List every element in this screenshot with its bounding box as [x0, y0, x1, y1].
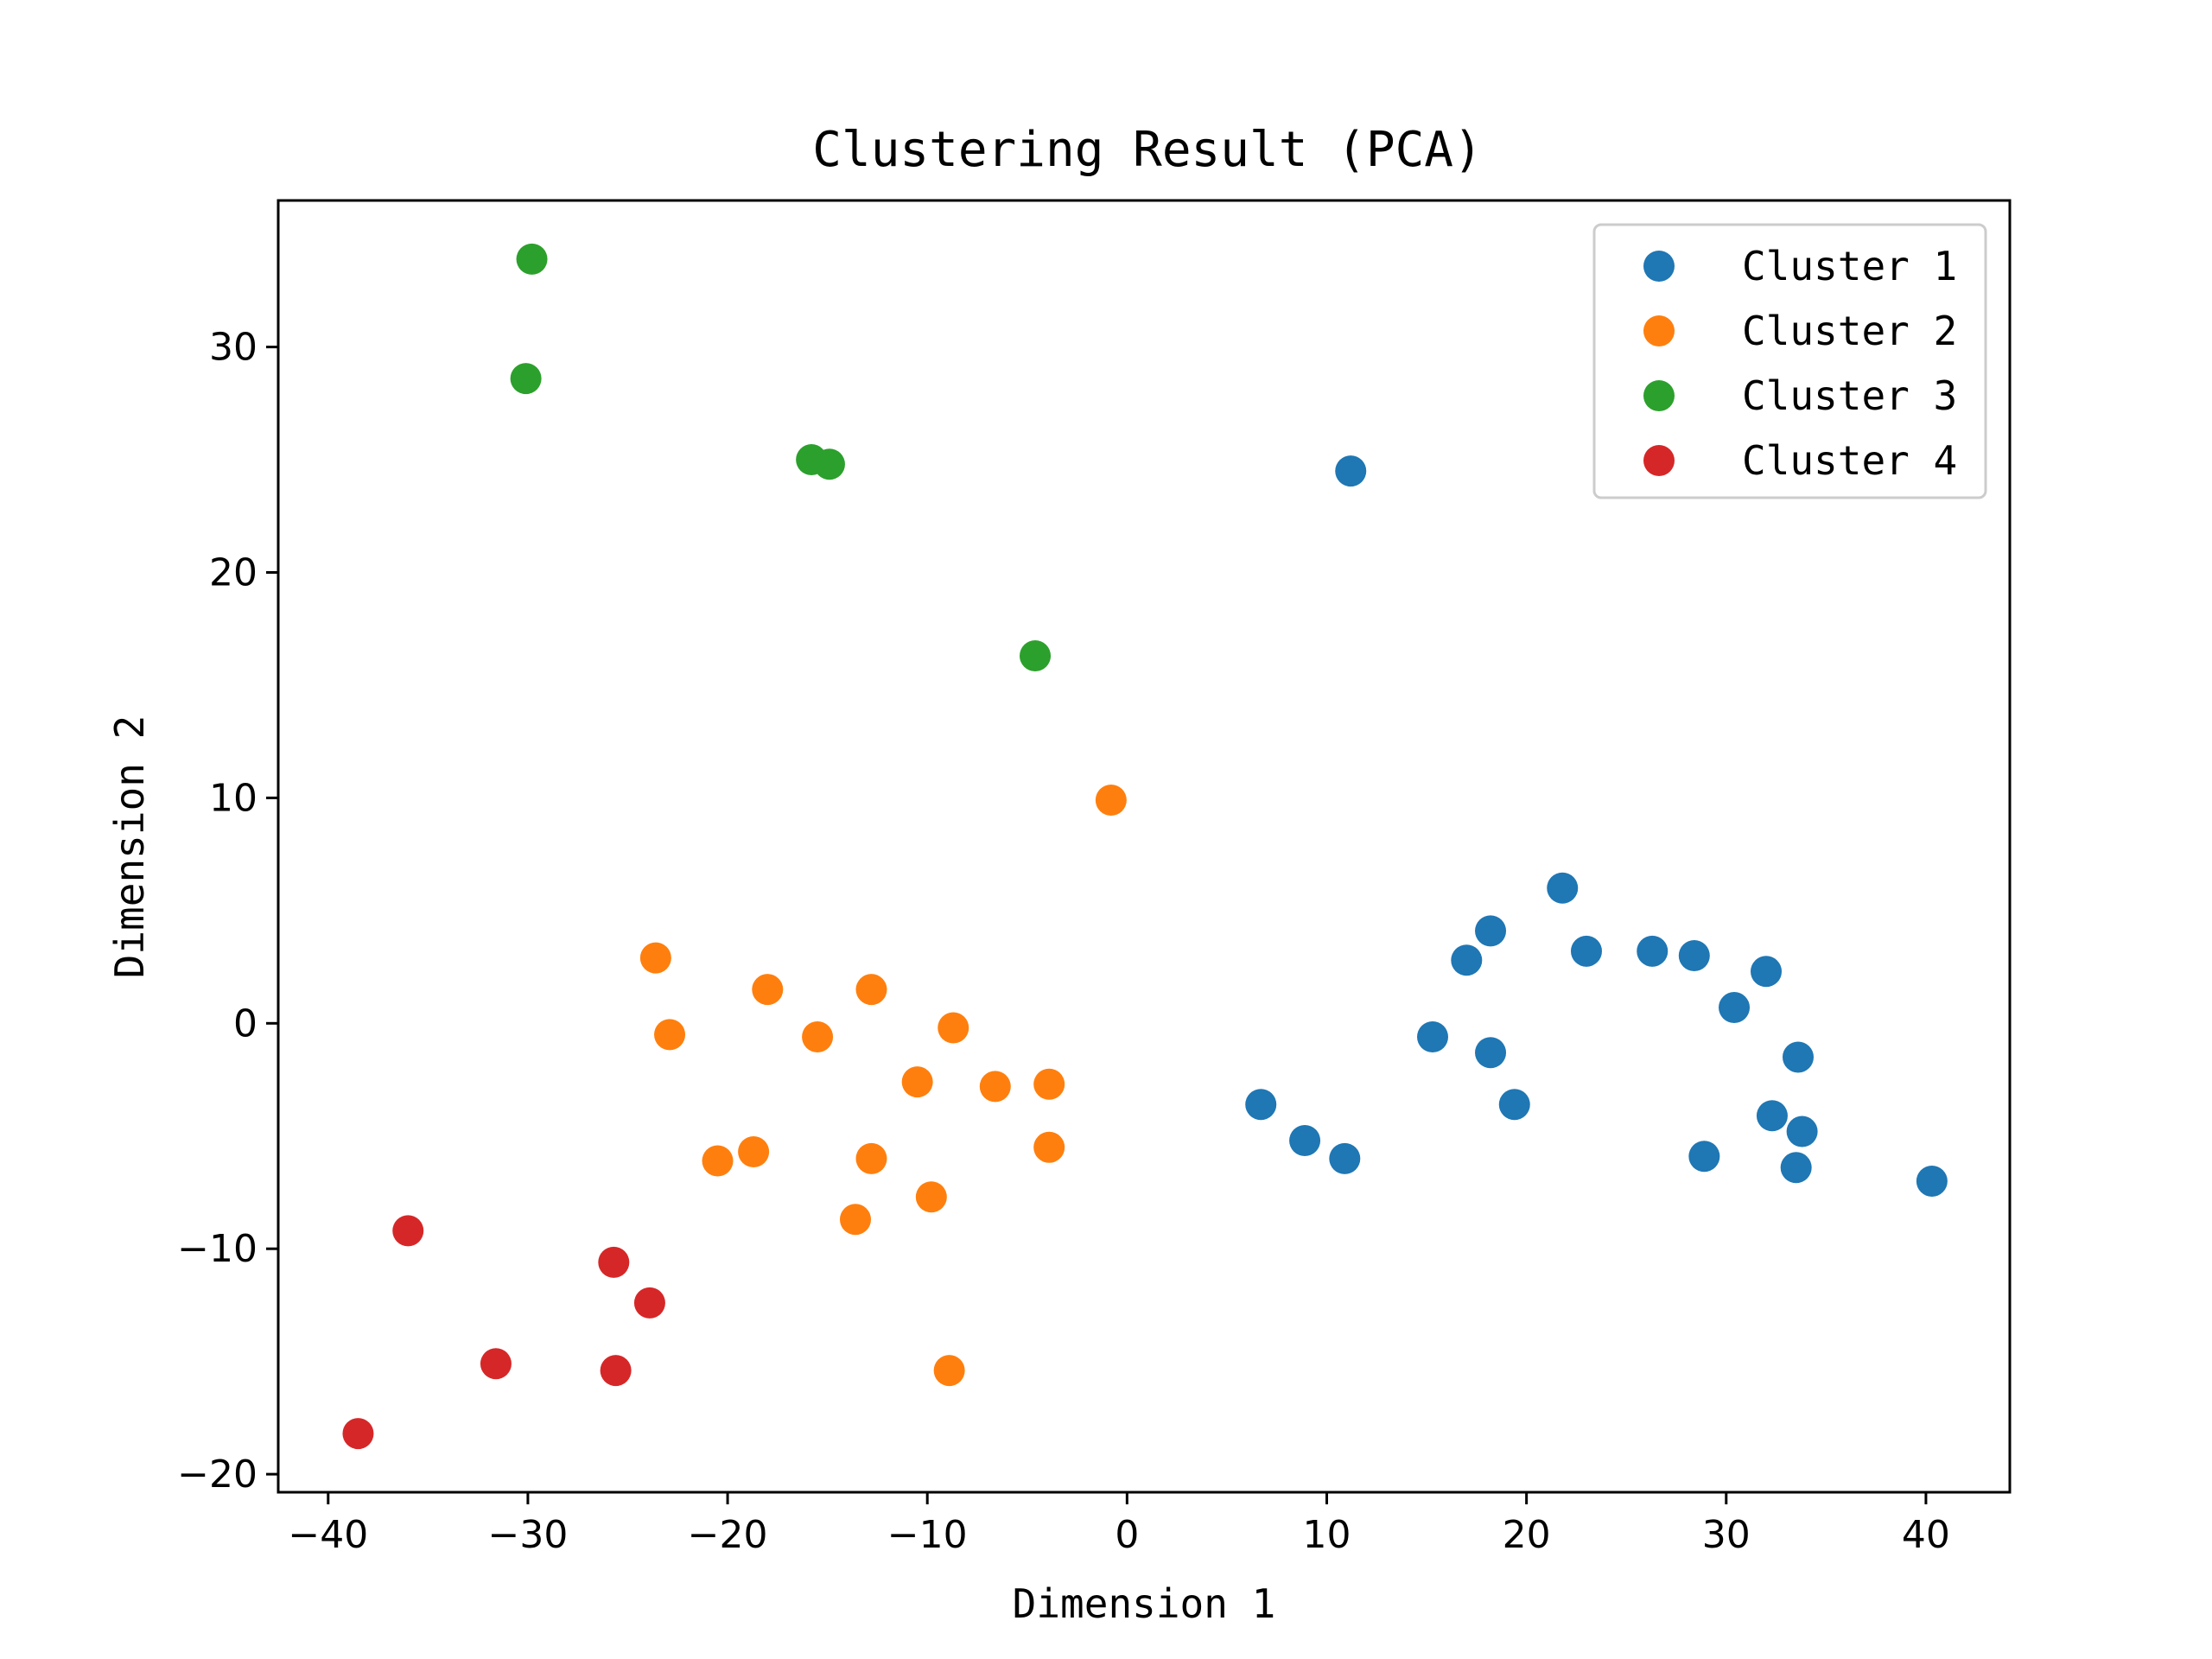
- y-tick-label: −20: [177, 1452, 257, 1497]
- x-tick-label: −20: [688, 1513, 768, 1557]
- x-tick-label: 40: [1902, 1513, 1950, 1557]
- cluster-4-point: [633, 1287, 665, 1319]
- legend-marker: [1643, 315, 1675, 346]
- cluster-1-point: [1475, 915, 1507, 947]
- cluster-4-point: [598, 1246, 630, 1278]
- cluster-1-point: [1719, 992, 1751, 1024]
- cluster-1-point: [1570, 935, 1602, 967]
- data-points: [342, 243, 1948, 1450]
- cluster-1-point: [1451, 944, 1483, 976]
- y-tick-label: 0: [233, 1001, 257, 1046]
- cluster-2-point: [1033, 1131, 1065, 1163]
- cluster-1-point: [1289, 1124, 1321, 1156]
- y-tick-label: −10: [177, 1227, 257, 1271]
- legend: Cluster 1 Cluster 2 Cluster 3 Cluster 4: [1592, 223, 1987, 499]
- legend-label: Cluster 1: [1742, 243, 1957, 289]
- chart-title: Clustering Result (PCA): [812, 122, 1482, 178]
- x-axis: −40 −30 −20 −10 0 10 20 30 40: [288, 1492, 1950, 1557]
- cluster-2-point: [938, 1012, 969, 1044]
- cluster-1-point: [1547, 872, 1579, 904]
- cluster-1-point: [1498, 1089, 1530, 1121]
- y-tick-label: 30: [209, 326, 257, 370]
- y-axis-label: Dimension 2: [106, 715, 153, 979]
- x-tick-label: 10: [1302, 1513, 1351, 1557]
- x-tick-label: −30: [487, 1513, 568, 1557]
- cluster-3-point: [1020, 640, 1052, 672]
- cluster-1-point: [1637, 935, 1669, 967]
- y-axis: −20 −10 0 10 20 30: [177, 326, 278, 1497]
- cluster-2-point: [1095, 785, 1127, 817]
- cluster-2-point: [1033, 1068, 1065, 1100]
- cluster-1-point: [1688, 1141, 1720, 1173]
- cluster-2-point: [855, 1142, 887, 1174]
- cluster-4-point: [480, 1348, 512, 1380]
- cluster-1-point: [1678, 940, 1710, 972]
- cluster-2-point: [915, 1181, 947, 1213]
- cluster-3-point: [813, 448, 845, 480]
- legend-marker: [1643, 251, 1675, 282]
- cluster-2-point: [979, 1071, 1011, 1103]
- cluster-2-point: [840, 1204, 871, 1236]
- cluster-1-point: [1417, 1020, 1448, 1052]
- cluster-2-point: [855, 974, 887, 1006]
- legend-marker: [1643, 380, 1675, 411]
- y-tick-label: 10: [209, 776, 257, 820]
- cluster-1-point: [1782, 1041, 1814, 1073]
- legend-box: [1592, 223, 1987, 499]
- legend-label: Cluster 4: [1742, 437, 1957, 484]
- cluster-2-point: [752, 974, 784, 1006]
- x-tick-label: 20: [1503, 1513, 1551, 1557]
- cluster-4-point: [392, 1215, 424, 1247]
- legend-label: Cluster 3: [1742, 372, 1957, 419]
- cluster-2-point: [639, 942, 671, 974]
- cluster-1-point: [1335, 455, 1367, 487]
- cluster-2-point: [933, 1355, 965, 1387]
- x-tick-label: −40: [288, 1513, 368, 1557]
- x-tick-label: −10: [887, 1513, 968, 1557]
- x-tick-label: 0: [1115, 1513, 1139, 1557]
- x-axis-label: Dimension 1: [1013, 1580, 1276, 1627]
- cluster-1-point: [1756, 1100, 1788, 1132]
- cluster-1-point: [1916, 1165, 1948, 1197]
- cluster-2-point: [802, 1020, 834, 1052]
- cluster-1-point: [1475, 1037, 1507, 1069]
- cluster-1-point: [1245, 1089, 1277, 1121]
- cluster-1-point: [1786, 1116, 1818, 1147]
- cluster-2-point: [702, 1145, 734, 1177]
- legend-marker: [1643, 445, 1675, 476]
- cluster-1-point: [1329, 1142, 1361, 1174]
- y-tick-label: 20: [209, 550, 257, 594]
- cluster-1-point: [1751, 956, 1783, 988]
- x-tick-label: 30: [1702, 1513, 1751, 1557]
- cluster-1-point: [1780, 1152, 1812, 1184]
- cluster-2-point: [654, 1019, 686, 1051]
- cluster-2-point: [738, 1136, 770, 1168]
- cluster-4-point: [342, 1418, 374, 1450]
- cluster-4-point: [600, 1355, 632, 1387]
- cluster-3-point: [516, 243, 548, 275]
- cluster-3-point: [510, 363, 542, 395]
- legend-label: Cluster 2: [1742, 308, 1957, 354]
- cluster-2-point: [901, 1066, 933, 1098]
